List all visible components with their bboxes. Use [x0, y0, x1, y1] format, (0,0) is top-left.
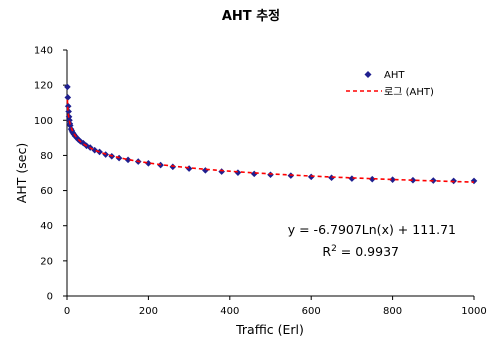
data-point [218, 168, 225, 175]
data-point [368, 175, 376, 183]
data-point [250, 170, 258, 178]
data-point [185, 165, 193, 172]
x-tick-label: 0 [64, 306, 70, 317]
x-tick-label: 400 [220, 306, 239, 317]
y-axis-ticks: 0 20 40 60 80 100 120 140 [34, 46, 67, 303]
data-point [348, 175, 356, 182]
y-tick-label: 40 [40, 221, 53, 232]
x-tick-label: 1000 [461, 306, 486, 317]
y-tick-label: 100 [34, 116, 53, 127]
x-tick-label: 800 [383, 306, 402, 317]
y-tick-label: 20 [40, 256, 53, 267]
data-point [96, 148, 103, 156]
y-tick-label: 120 [34, 81, 53, 92]
y-tick-label: 60 [40, 186, 53, 197]
data-point [328, 174, 335, 182]
legend-label-trendline: 로그 (AHT) [384, 87, 434, 98]
aht-series [64, 83, 478, 185]
x-tick-label: 200 [139, 306, 158, 317]
data-point [234, 169, 242, 176]
data-point [145, 160, 152, 167]
data-point [124, 156, 132, 164]
y-axis-label: AHT (sec) [14, 143, 29, 203]
y-tick-label: 0 [47, 292, 53, 303]
data-point [307, 173, 315, 181]
data-point [64, 94, 72, 101]
y-tick-label: 140 [34, 46, 53, 57]
trend-equation: y = -6.7907Ln(x) + 111.71 [288, 222, 456, 237]
x-axis-label: Traffic (Erl) [235, 322, 304, 337]
r-squared-prefix: R [322, 244, 331, 259]
log-trendline [66, 99, 475, 183]
y-tick-label: 80 [40, 151, 53, 162]
r-squared-superscript: 2 [331, 244, 337, 254]
data-point [65, 108, 72, 115]
r-squared: R2 = 0.9937 [322, 244, 399, 259]
data-point [64, 102, 72, 110]
legend-label-aht: AHT [384, 70, 405, 81]
data-point [91, 146, 98, 154]
data-point [409, 176, 417, 184]
r-squared-value: = 0.9937 [337, 244, 399, 259]
x-tick-label: 600 [302, 306, 321, 317]
data-point [389, 176, 396, 183]
legend: AHT 로그 (AHT) [346, 70, 434, 98]
data-point [64, 83, 71, 91]
data-point [267, 171, 274, 179]
data-point [202, 167, 209, 174]
x-axis-ticks: 0 200 400 600 800 1000 [64, 296, 487, 317]
legend-marker-aht [364, 71, 372, 78]
chart-title: AHT 추정 [222, 8, 280, 24]
data-point [470, 177, 478, 185]
